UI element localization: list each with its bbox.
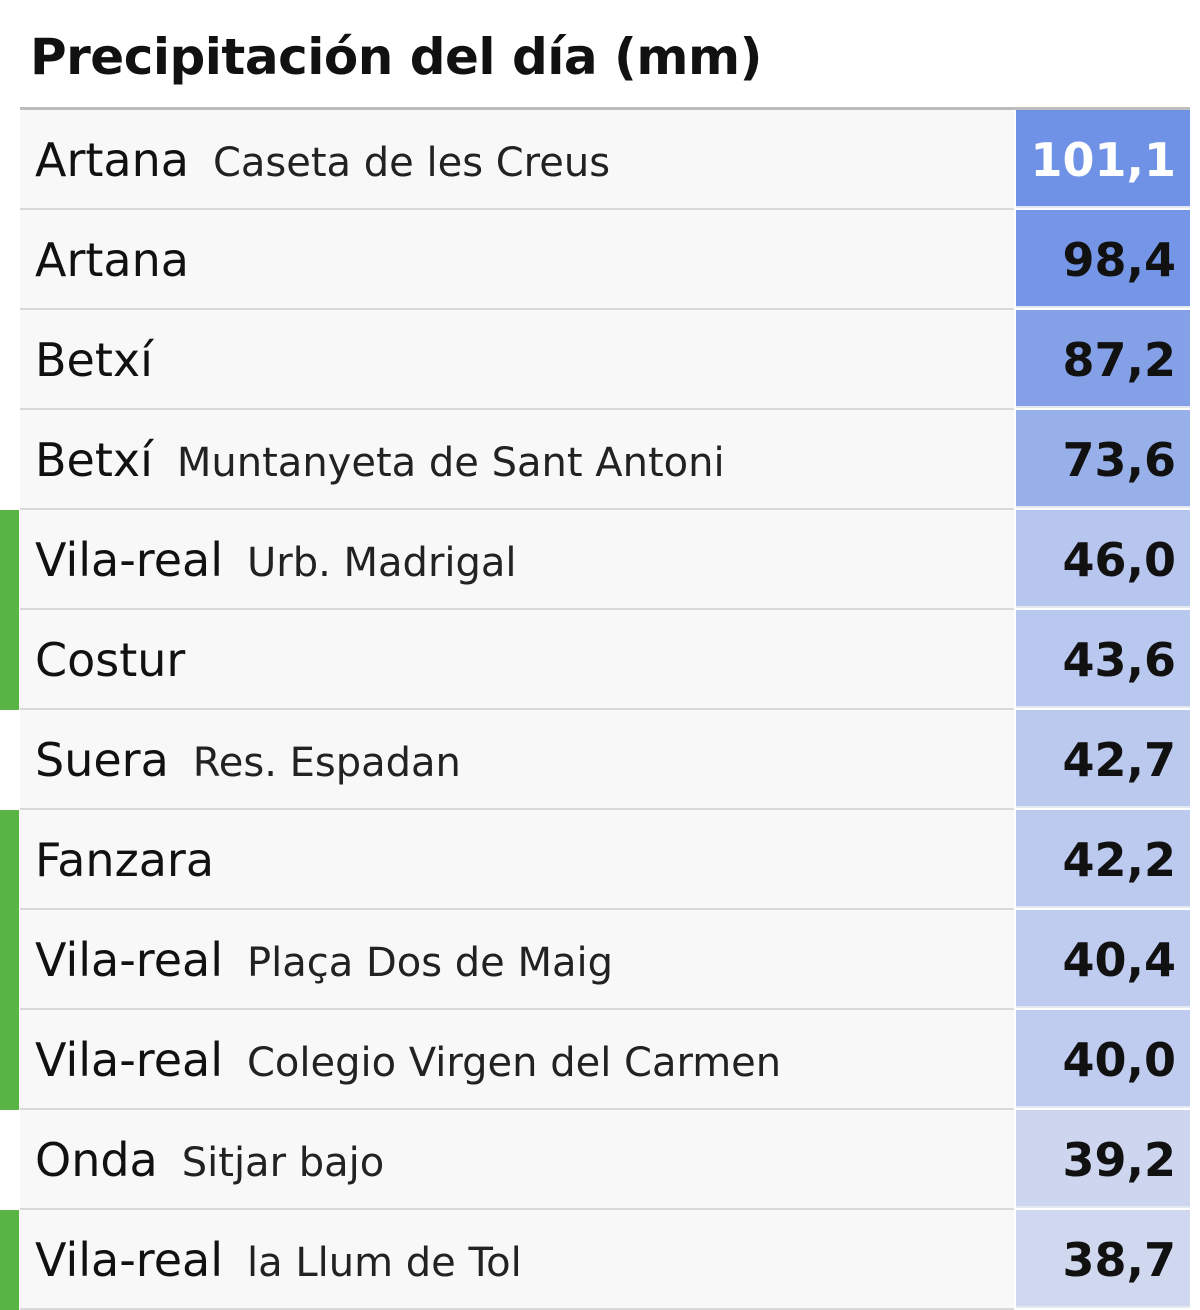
location-cell: Onda Sitjar bajo: [20, 1110, 1014, 1210]
location-cell: Artana: [20, 210, 1014, 310]
town-label: Vila-real: [35, 1233, 223, 1287]
precipitation-value: 42,7: [1016, 710, 1190, 808]
town-label: Vila-real: [35, 1033, 223, 1087]
station-name: Urb. Madrigal: [246, 540, 517, 586]
row-marker: [0, 1210, 19, 1310]
town-name: Fanzara: [35, 810, 214, 908]
town-name: Suera Res. Espadan: [35, 710, 461, 808]
location-cell: Betxí Muntanyeta de Sant Antoni: [20, 410, 1014, 510]
location-cell: Vila-real Plaça Dos de Maig: [20, 910, 1014, 1010]
row-marker: [0, 810, 19, 910]
table-row: Vila-real Urb. Madrigal 46,0: [0, 510, 1200, 610]
station-name: Muntanyeta de Sant Antoni: [176, 440, 725, 486]
title-divider: [20, 107, 1190, 110]
location-cell: Costur: [20, 610, 1014, 710]
town-label: Vila-real: [35, 933, 223, 987]
town-label: Artana: [35, 133, 189, 187]
table-body: Artana Caseta de les Creus 101,1 Artana 98,4…: [0, 110, 1200, 1310]
town-name: Vila-real Colegio Virgen del Carmen: [35, 1010, 781, 1108]
precipitation-value: 46,0: [1016, 510, 1190, 608]
town-name: Betxí: [35, 310, 153, 408]
town-label: Onda: [35, 1133, 158, 1187]
table-row: Artana 98,4: [0, 210, 1200, 310]
precipitation-value: 98,4: [1016, 210, 1190, 308]
location-cell: Artana Caseta de les Creus: [20, 110, 1014, 210]
row-marker: [0, 910, 19, 1010]
table-row: Onda Sitjar bajo 39,2: [0, 1110, 1200, 1210]
row-marker: [0, 1010, 19, 1110]
town-label: Suera: [35, 733, 169, 787]
precipitation-value: 87,2: [1016, 310, 1190, 408]
table-row: Fanzara 42,2: [0, 810, 1200, 910]
table-row: Vila-real Plaça Dos de Maig 40,4: [0, 910, 1200, 1010]
station-name: Res. Espadan: [192, 740, 461, 786]
station-name: Colegio Virgen del Carmen: [246, 1040, 782, 1086]
location-cell: Vila-real Colegio Virgen del Carmen: [20, 1010, 1014, 1110]
row-marker: [0, 610, 19, 710]
location-cell: Suera Res. Espadan: [20, 710, 1014, 810]
town-name: Vila-real la Llum de Tol: [35, 1210, 522, 1308]
table-row: Artana Caseta de les Creus 101,1: [0, 110, 1200, 210]
town-name: Onda Sitjar bajo: [35, 1110, 384, 1208]
table-row: Betxí 87,2: [0, 310, 1200, 410]
precipitation-value: 73,6: [1016, 410, 1190, 508]
precipitation-value: 101,1: [1016, 110, 1190, 208]
town-name: Vila-real Urb. Madrigal: [35, 510, 517, 608]
table-title: Precipitación del día (mm): [30, 28, 762, 86]
precipitation-value: 42,2: [1016, 810, 1190, 908]
location-cell: Fanzara: [20, 810, 1014, 910]
table-row: Vila-real la Llum de Tol 38,7: [0, 1210, 1200, 1310]
town-label: Vila-real: [35, 533, 223, 587]
town-label: Fanzara: [35, 833, 215, 887]
station-name: Caseta de les Creus: [212, 140, 611, 186]
station-name: la Llum de Tol: [246, 1240, 522, 1286]
precipitation-value: 38,7: [1016, 1210, 1190, 1308]
town-name: Costur: [35, 610, 185, 708]
row-marker: [0, 510, 19, 610]
precipitation-value: 39,2: [1016, 1110, 1190, 1208]
station-name: Sitjar bajo: [181, 1140, 385, 1186]
precipitation-value: 40,0: [1016, 1010, 1190, 1108]
table-row: Vila-real Colegio Virgen del Carmen 40,0: [0, 1010, 1200, 1110]
town-name: Vila-real Plaça Dos de Maig: [35, 910, 613, 1008]
town-label: Betxí: [35, 433, 153, 487]
location-cell: Betxí: [20, 310, 1014, 410]
precipitation-value: 40,4: [1016, 910, 1190, 1008]
town-label: Betxí: [35, 333, 153, 387]
town-name: Betxí Muntanyeta de Sant Antoni: [35, 410, 725, 508]
location-cell: Vila-real la Llum de Tol: [20, 1210, 1014, 1310]
town-name: Artana Caseta de les Creus: [35, 110, 610, 208]
town-label: Costur: [35, 633, 186, 687]
precipitation-value: 43,6: [1016, 610, 1190, 708]
table-row: Betxí Muntanyeta de Sant Antoni 73,6: [0, 410, 1200, 510]
table-row: Costur 43,6: [0, 610, 1200, 710]
table-row: Suera Res. Espadan 42,7: [0, 710, 1200, 810]
town-name: Artana: [35, 210, 189, 308]
location-cell: Vila-real Urb. Madrigal: [20, 510, 1014, 610]
station-name: Plaça Dos de Maig: [246, 940, 614, 986]
town-label: Artana: [35, 233, 189, 287]
